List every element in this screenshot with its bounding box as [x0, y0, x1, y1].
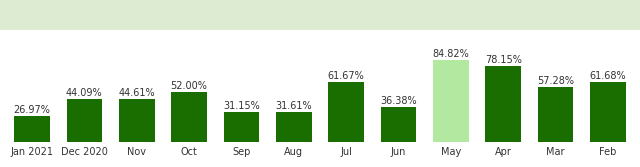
Text: Dec 2020: Dec 2020 [61, 147, 108, 157]
Bar [381, 107, 417, 142]
Text: Jan 2021: Jan 2021 [10, 147, 54, 157]
Text: May: May [441, 147, 461, 157]
Text: Sep: Sep [232, 147, 251, 157]
Text: Mar: Mar [547, 147, 565, 157]
Bar [328, 82, 364, 142]
Text: 26.97%: 26.97% [13, 105, 51, 115]
Bar [486, 66, 521, 142]
Bar [590, 82, 626, 142]
Text: Jun: Jun [391, 147, 406, 157]
Text: Apr: Apr [495, 147, 512, 157]
Text: Nov: Nov [127, 147, 146, 157]
Text: 57.28%: 57.28% [537, 76, 574, 86]
Text: Jul: Jul [340, 147, 352, 157]
Text: 61.68%: 61.68% [589, 71, 627, 81]
Text: Aug: Aug [284, 147, 303, 157]
Text: Oct: Oct [180, 147, 198, 157]
Text: 61.67%: 61.67% [328, 71, 365, 81]
Text: 52.00%: 52.00% [171, 81, 207, 91]
Text: Feb: Feb [599, 147, 617, 157]
Bar [276, 112, 312, 142]
Bar [14, 116, 50, 142]
Text: 44.09%: 44.09% [66, 89, 102, 98]
Bar [119, 99, 154, 142]
Text: 36.38%: 36.38% [380, 96, 417, 106]
Text: 31.61%: 31.61% [275, 101, 312, 111]
Text: 44.61%: 44.61% [118, 88, 155, 98]
Bar [67, 99, 102, 142]
Bar [172, 92, 207, 142]
Text: 78.15%: 78.15% [485, 55, 522, 65]
Bar [433, 60, 468, 142]
Bar [223, 112, 259, 142]
Bar [538, 87, 573, 142]
Text: 84.82%: 84.82% [433, 49, 469, 59]
Text: 31.15%: 31.15% [223, 101, 260, 111]
